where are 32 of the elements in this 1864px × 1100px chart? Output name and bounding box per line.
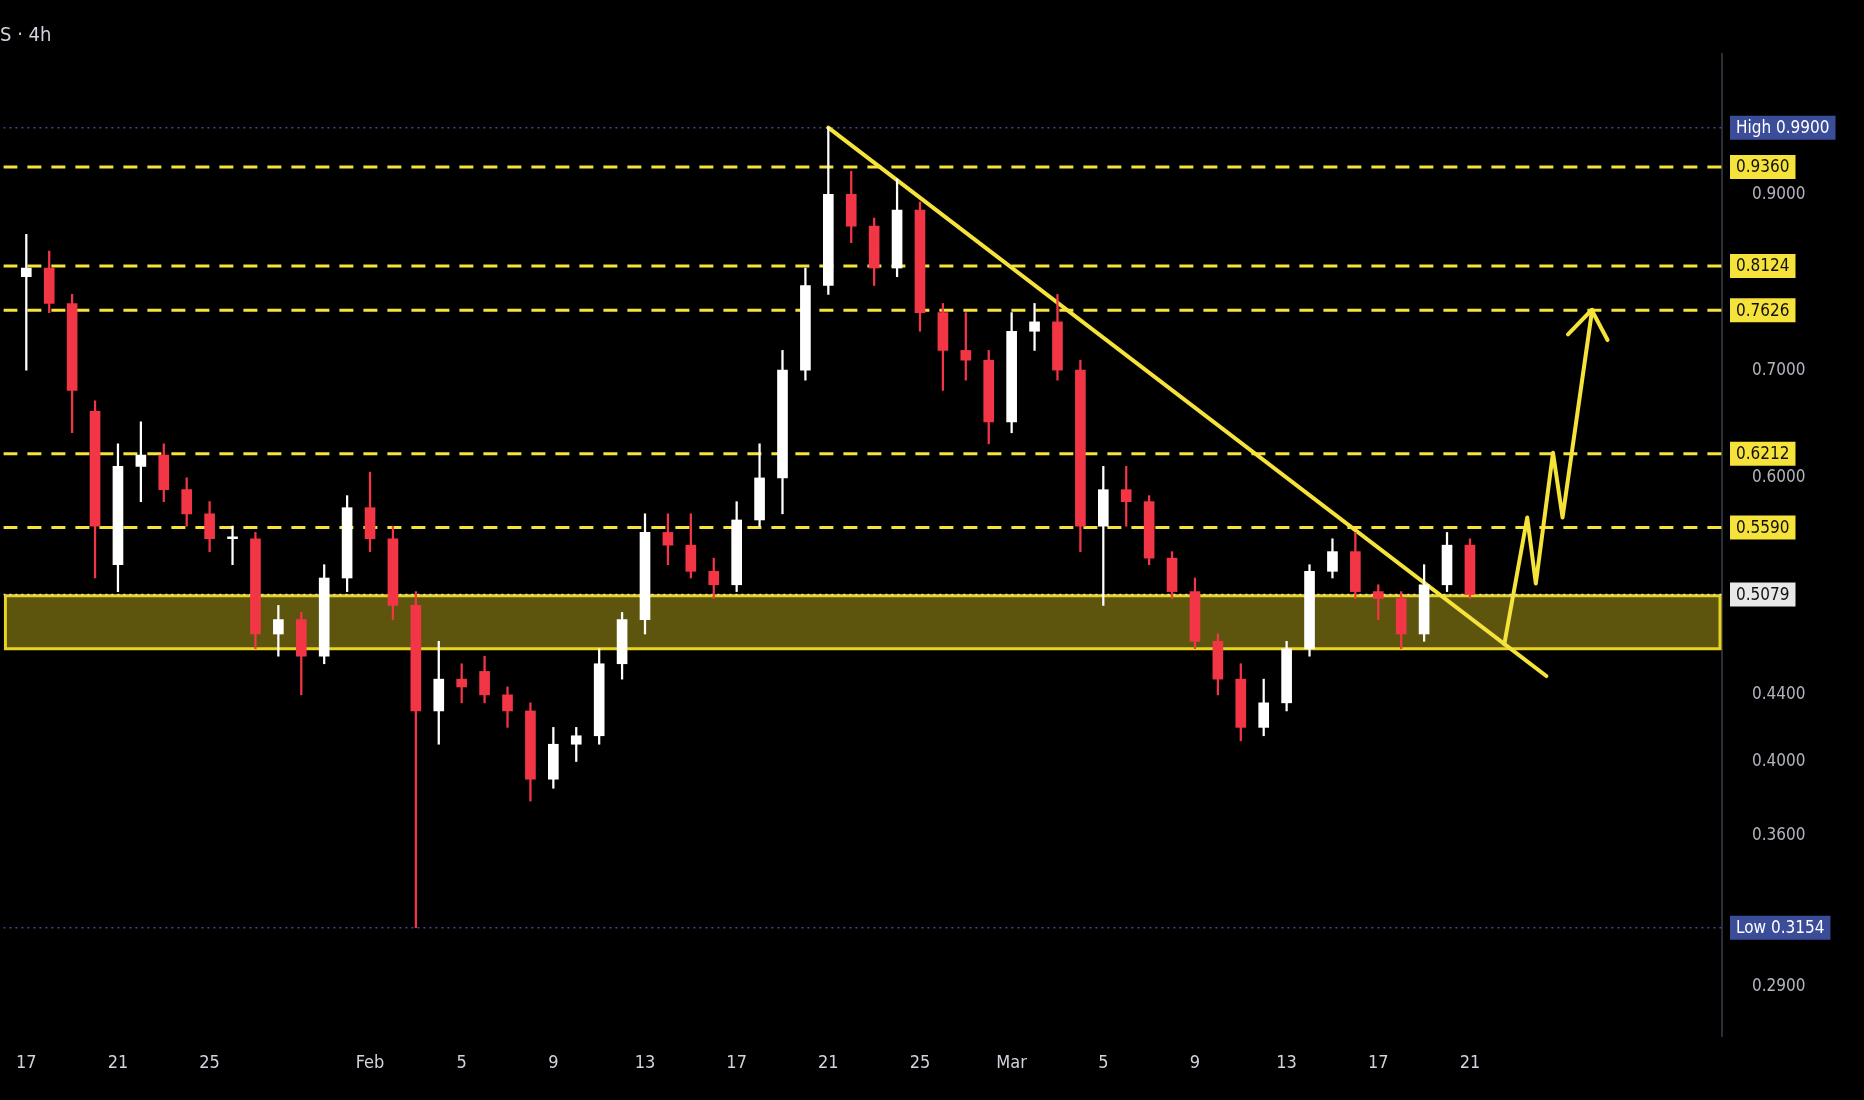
x-tick-label: 17 bbox=[16, 1050, 37, 1072]
ref-line-label: 0.8124 bbox=[1736, 255, 1790, 276]
ref-line-label: 0.5079 bbox=[1736, 583, 1790, 604]
x-tick-label: 25 bbox=[909, 1050, 931, 1072]
y-tick-label: 0.4000 bbox=[1752, 749, 1806, 770]
x-tick-label: 5 bbox=[456, 1050, 467, 1072]
y-tick-label: 0.7000 bbox=[1752, 358, 1806, 379]
x-tick-label: 17 bbox=[1367, 1050, 1389, 1072]
x-tick-label: 5 bbox=[1098, 1050, 1109, 1072]
x-tick-label: 13 bbox=[634, 1050, 656, 1072]
ref-line-label: Low 0.3154 bbox=[1736, 917, 1825, 938]
x-tick-label: 17 bbox=[726, 1050, 747, 1072]
x-tick-label: Mar bbox=[996, 1050, 1028, 1072]
ref-line-label: 0.9360 bbox=[1736, 156, 1790, 177]
x-tick-label: 9 bbox=[548, 1050, 559, 1072]
x-tick-label: Feb bbox=[355, 1050, 385, 1072]
y-tick-label: 0.4400 bbox=[1752, 683, 1806, 704]
ref-line-label: 0.7626 bbox=[1736, 299, 1790, 320]
x-tick-label: 21 bbox=[818, 1050, 839, 1072]
x-tick-label: 21 bbox=[1459, 1050, 1481, 1072]
y-tick-label: 0.3600 bbox=[1752, 823, 1806, 844]
ref-line-label: High 0.9900 bbox=[1736, 117, 1830, 138]
y-tick-label: 0.6000 bbox=[1752, 466, 1806, 487]
x-tick-label: 21 bbox=[107, 1050, 129, 1072]
ref-line-label: 0.5590 bbox=[1736, 516, 1790, 537]
chart-title: S · 4h bbox=[0, 22, 52, 47]
y-tick-label: 0.2900 bbox=[1752, 974, 1806, 995]
y-tick-label: 0.9000 bbox=[1752, 182, 1806, 203]
x-tick-label: 25 bbox=[199, 1050, 220, 1072]
x-tick-label: 13 bbox=[1276, 1050, 1297, 1072]
x-tick-label: 9 bbox=[1189, 1050, 1201, 1072]
ref-line-label: 0.6212 bbox=[1736, 443, 1790, 464]
